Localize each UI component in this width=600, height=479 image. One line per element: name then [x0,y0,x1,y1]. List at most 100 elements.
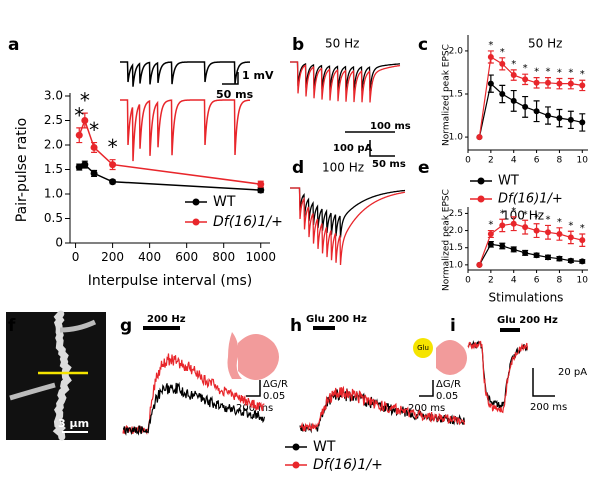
panel-title: 50 Hz [325,37,359,51]
y-tick-label: 0 [55,236,63,250]
stim-label: Glu 200 Hz [306,314,367,325]
data-point [487,231,494,237]
chart-title: 50 Hz [528,37,562,51]
data-point [522,249,529,256]
x-tick-label: 8 [557,156,563,166]
scale-label: 200 ms [236,403,273,414]
data-point [81,161,89,169]
data-point [499,243,506,249]
data-point [567,234,574,241]
data-point [545,254,551,261]
significance: * [568,67,573,78]
legend-label: Df(16)1/+ [498,192,563,207]
scale-label: 50 ms [372,159,406,170]
data-point [510,97,517,104]
y-tick-label: 1.5 [449,243,463,253]
significance: * [546,67,551,78]
data-point [510,220,517,227]
branch [9,319,97,401]
x-tick-label: 1000 [245,250,276,264]
scale-label: 3 μm [58,417,89,430]
scale-label: 100 ms [370,121,411,132]
data-point [109,161,117,169]
significance: * [534,213,539,224]
y-tick-label: 2.0 [449,46,464,56]
series-line [478,55,583,138]
significance: * [488,220,493,231]
stim-label: Glu 200 Hz [497,315,558,326]
panel-label: i [450,316,456,336]
y-axis-label: Pair-pulse ratio [14,118,30,222]
significance: * [108,135,118,159]
data-point [75,131,83,139]
data-point [556,255,563,262]
y-tick-label: 3.0 [44,89,63,103]
trace [120,99,251,162]
panel-label: f [8,316,16,336]
significance: * [511,59,516,70]
data-point [567,80,574,87]
data-point [81,117,89,124]
series-line [478,243,583,266]
panel-label: d [292,158,304,178]
significance: * [580,69,585,80]
x-tick-label: 10 [577,156,589,166]
data-point [90,143,98,151]
significance: * [557,217,562,228]
scale-label: 20 pA [558,367,587,378]
data-point [579,258,586,265]
legend-label: Df(16)1/+ [213,214,283,230]
trace [299,385,466,432]
y-tick-label: 0.5 [44,211,63,225]
y-tick-label: 1.0 [449,133,464,143]
y-tick-label: 2.0 [44,138,63,152]
scale-label: 0.05 [263,391,285,402]
data-point [499,91,506,97]
significance: * [488,40,493,51]
trace [290,61,400,91]
significance: * [557,67,562,78]
y-axis-label: Normalized peak EPSC [442,189,452,291]
trace [467,340,528,414]
data-point [533,227,540,234]
x-tick-label: 6 [534,276,540,286]
x-tick-label: 6 [534,156,540,166]
significance: * [74,103,84,127]
data-point [567,257,574,264]
x-tick-label: 600 [175,250,198,264]
panel-label: c [418,35,428,55]
trace [290,61,401,103]
x-axis-label: Interpulse interval (ms) [88,273,253,289]
x-tick-label: 0 [465,276,471,286]
scale-bar [419,380,434,397]
data-point [487,80,494,87]
data-point [90,169,98,177]
scale-bar [369,140,395,157]
scale-label: 200 ms [530,402,567,413]
stim-label: 200 Hz [147,314,186,325]
data-point [579,82,586,89]
legend-marker [292,443,300,451]
scale-label: 200 ms [408,403,445,414]
data-point [499,60,506,67]
data-point [476,261,483,268]
x-tick-label: 8 [557,276,563,286]
data-point [522,103,529,110]
data-point [499,222,506,229]
panel-title: 100 Hz [322,161,364,175]
data-point [533,108,540,115]
y-tick-label: 1.0 [449,260,464,270]
data-point [522,76,529,83]
data-point [510,246,517,253]
scale-label: 100 pA [333,143,373,154]
x-tick-label: 10 [577,276,589,286]
y-tick-label: 1.5 [44,162,63,176]
panel-label: a [8,35,19,55]
chart-title: 100 Hz [502,209,544,223]
series-line [78,118,261,185]
x-tick-label: 0 [72,250,80,264]
x-tick-label: 0 [465,156,471,166]
glu-label: Glu [417,344,429,352]
data-point [510,72,517,79]
